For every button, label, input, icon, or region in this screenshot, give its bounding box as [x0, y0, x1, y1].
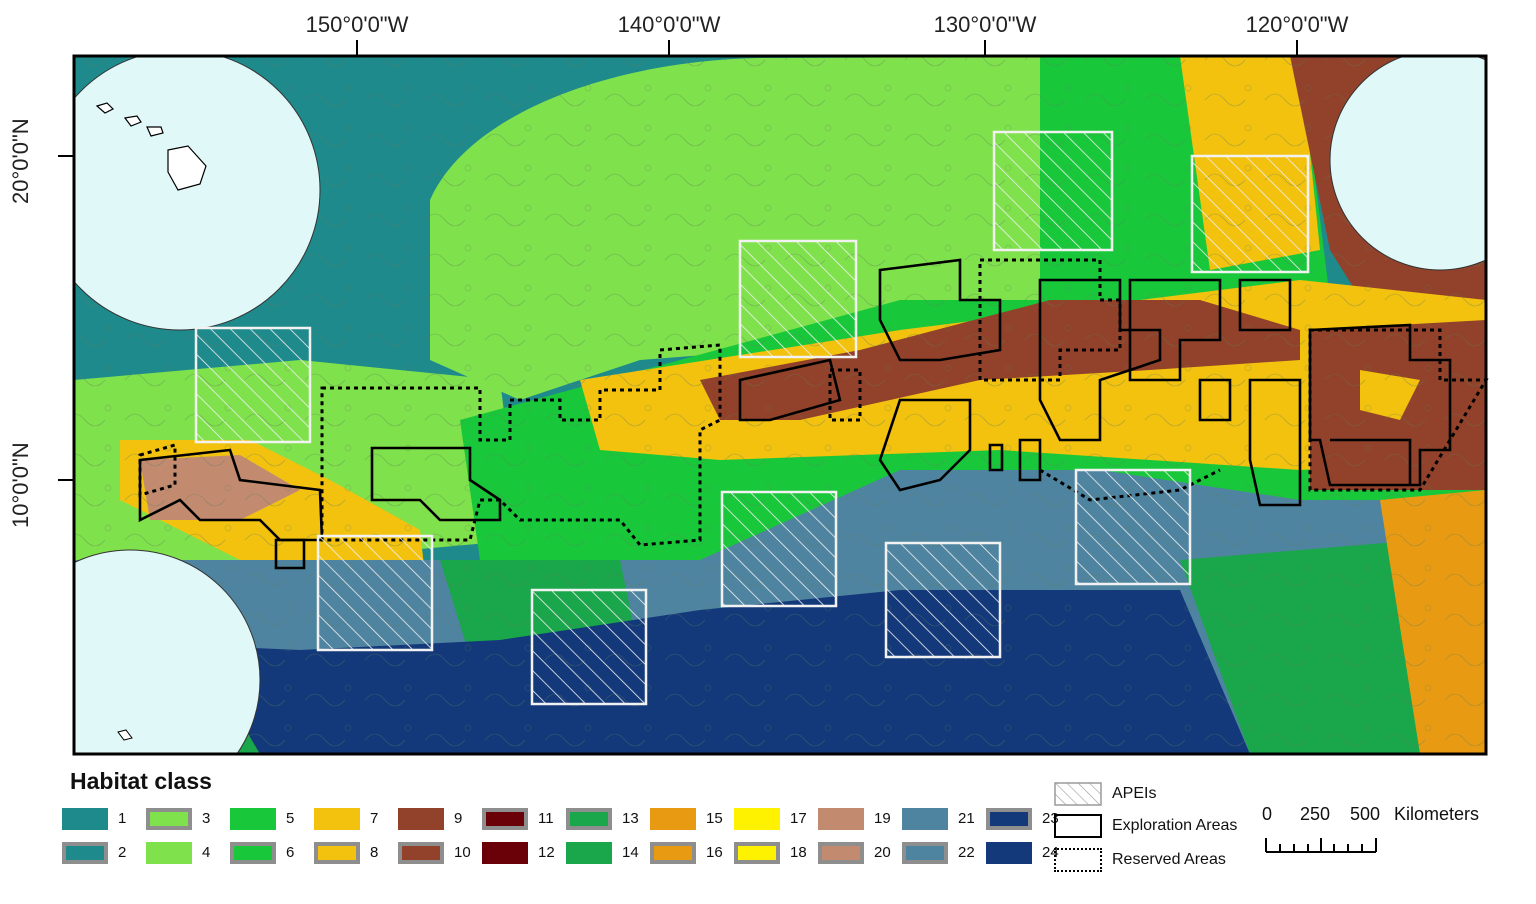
legend-swatch	[146, 842, 192, 864]
legend-swatch	[230, 842, 276, 864]
legend-title: Habitat class	[70, 768, 212, 794]
exploration-key-swatch	[1054, 814, 1102, 838]
legend-class-number: 7	[370, 810, 379, 827]
scale-unit: Kilometers	[1394, 804, 1480, 824]
legend-swatch	[902, 808, 948, 830]
legend-swatch	[650, 842, 696, 864]
legend-swatch	[314, 808, 360, 830]
exploration-areas-layer	[138, 258, 1452, 570]
legend-swatch	[62, 808, 108, 830]
legend-class-number: 20	[874, 844, 891, 861]
legend-swatch	[482, 842, 528, 864]
longitude-label-130w: 130°0'0"W	[933, 12, 1037, 37]
legend-class-number: 4	[202, 844, 211, 861]
apei-key-swatch	[1054, 782, 1102, 806]
legend-class-number: 9	[454, 810, 463, 827]
hawaii-islands	[95, 102, 207, 191]
scale-ruler	[1265, 838, 1377, 853]
apei-key-label: APEIs	[1112, 785, 1157, 802]
scale-tick-0: 0	[1262, 804, 1273, 824]
exploration-key-label: Exploration Areas	[1112, 817, 1238, 834]
legend-swatch	[650, 808, 696, 830]
legend-swatch	[734, 808, 780, 830]
legend-class-number: 1	[118, 810, 127, 827]
legend-swatch	[986, 842, 1032, 864]
legend-swatch	[62, 842, 108, 864]
longitude-label-120w: 120°0'0"W	[1245, 12, 1349, 37]
legend-class-number: 14	[622, 844, 639, 861]
legend-class-number: 5	[286, 810, 295, 827]
legend-class-number: 19	[874, 810, 891, 827]
legend-swatch	[398, 808, 444, 830]
legend-class-number: 2	[118, 844, 127, 861]
legend-swatch	[986, 808, 1032, 830]
legend-swatch	[902, 842, 948, 864]
apei-layer	[194, 130, 1310, 706]
legend-class-number: 16	[706, 844, 723, 861]
legend-class-number: 15	[706, 810, 723, 827]
legend-class-number: 18	[790, 844, 807, 861]
legend-class-number: 13	[622, 810, 639, 827]
legend-swatch	[482, 808, 528, 830]
legend-swatch	[146, 808, 192, 830]
reserved-key-label: Reserved Areas	[1112, 851, 1226, 868]
legend-class-number: 3	[202, 810, 211, 827]
legend-swatch	[230, 808, 276, 830]
legend-class-number: 17	[790, 810, 807, 827]
legend-class-number: 11	[538, 810, 554, 827]
scale-tick-250: 250	[1300, 804, 1331, 824]
legend-swatch	[566, 808, 612, 830]
legend-class-number: 12	[538, 844, 555, 861]
legend-swatch	[566, 842, 612, 864]
legend-class-number: 8	[370, 844, 379, 861]
legend-class-number: 6	[286, 844, 295, 861]
longitude-label-140w: 140°0'0"W	[617, 12, 721, 37]
legend-swatch	[818, 808, 864, 830]
legend-class-number: 21	[958, 810, 975, 827]
legend-swatch	[314, 842, 360, 864]
scale-tick-500: 500	[1350, 804, 1381, 824]
legend-class-number: 10	[454, 844, 471, 861]
map-frame	[72, 54, 1488, 756]
longitude-label-150w: 150°0'0"W	[305, 12, 409, 37]
graticule-ticks	[58, 40, 1298, 481]
reserved-key-swatch	[1054, 848, 1102, 872]
legend-class-number: 22	[958, 844, 975, 861]
legend-swatch	[734, 842, 780, 864]
legend-swatch	[818, 842, 864, 864]
legend-swatch	[398, 842, 444, 864]
scale-bar: 0 250 500 Kilometers	[1262, 804, 1502, 864]
